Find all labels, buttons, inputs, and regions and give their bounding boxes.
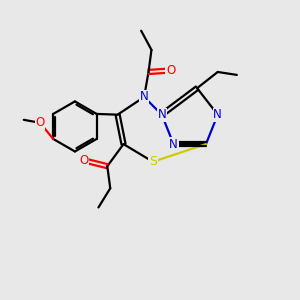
Text: O: O — [79, 154, 88, 167]
Text: N: N — [140, 91, 148, 103]
Text: O: O — [166, 64, 175, 77]
Text: N: N — [158, 108, 166, 121]
Text: S: S — [149, 155, 157, 168]
Text: O: O — [35, 116, 45, 129]
Text: N: N — [213, 108, 222, 121]
Text: N: N — [169, 138, 178, 151]
